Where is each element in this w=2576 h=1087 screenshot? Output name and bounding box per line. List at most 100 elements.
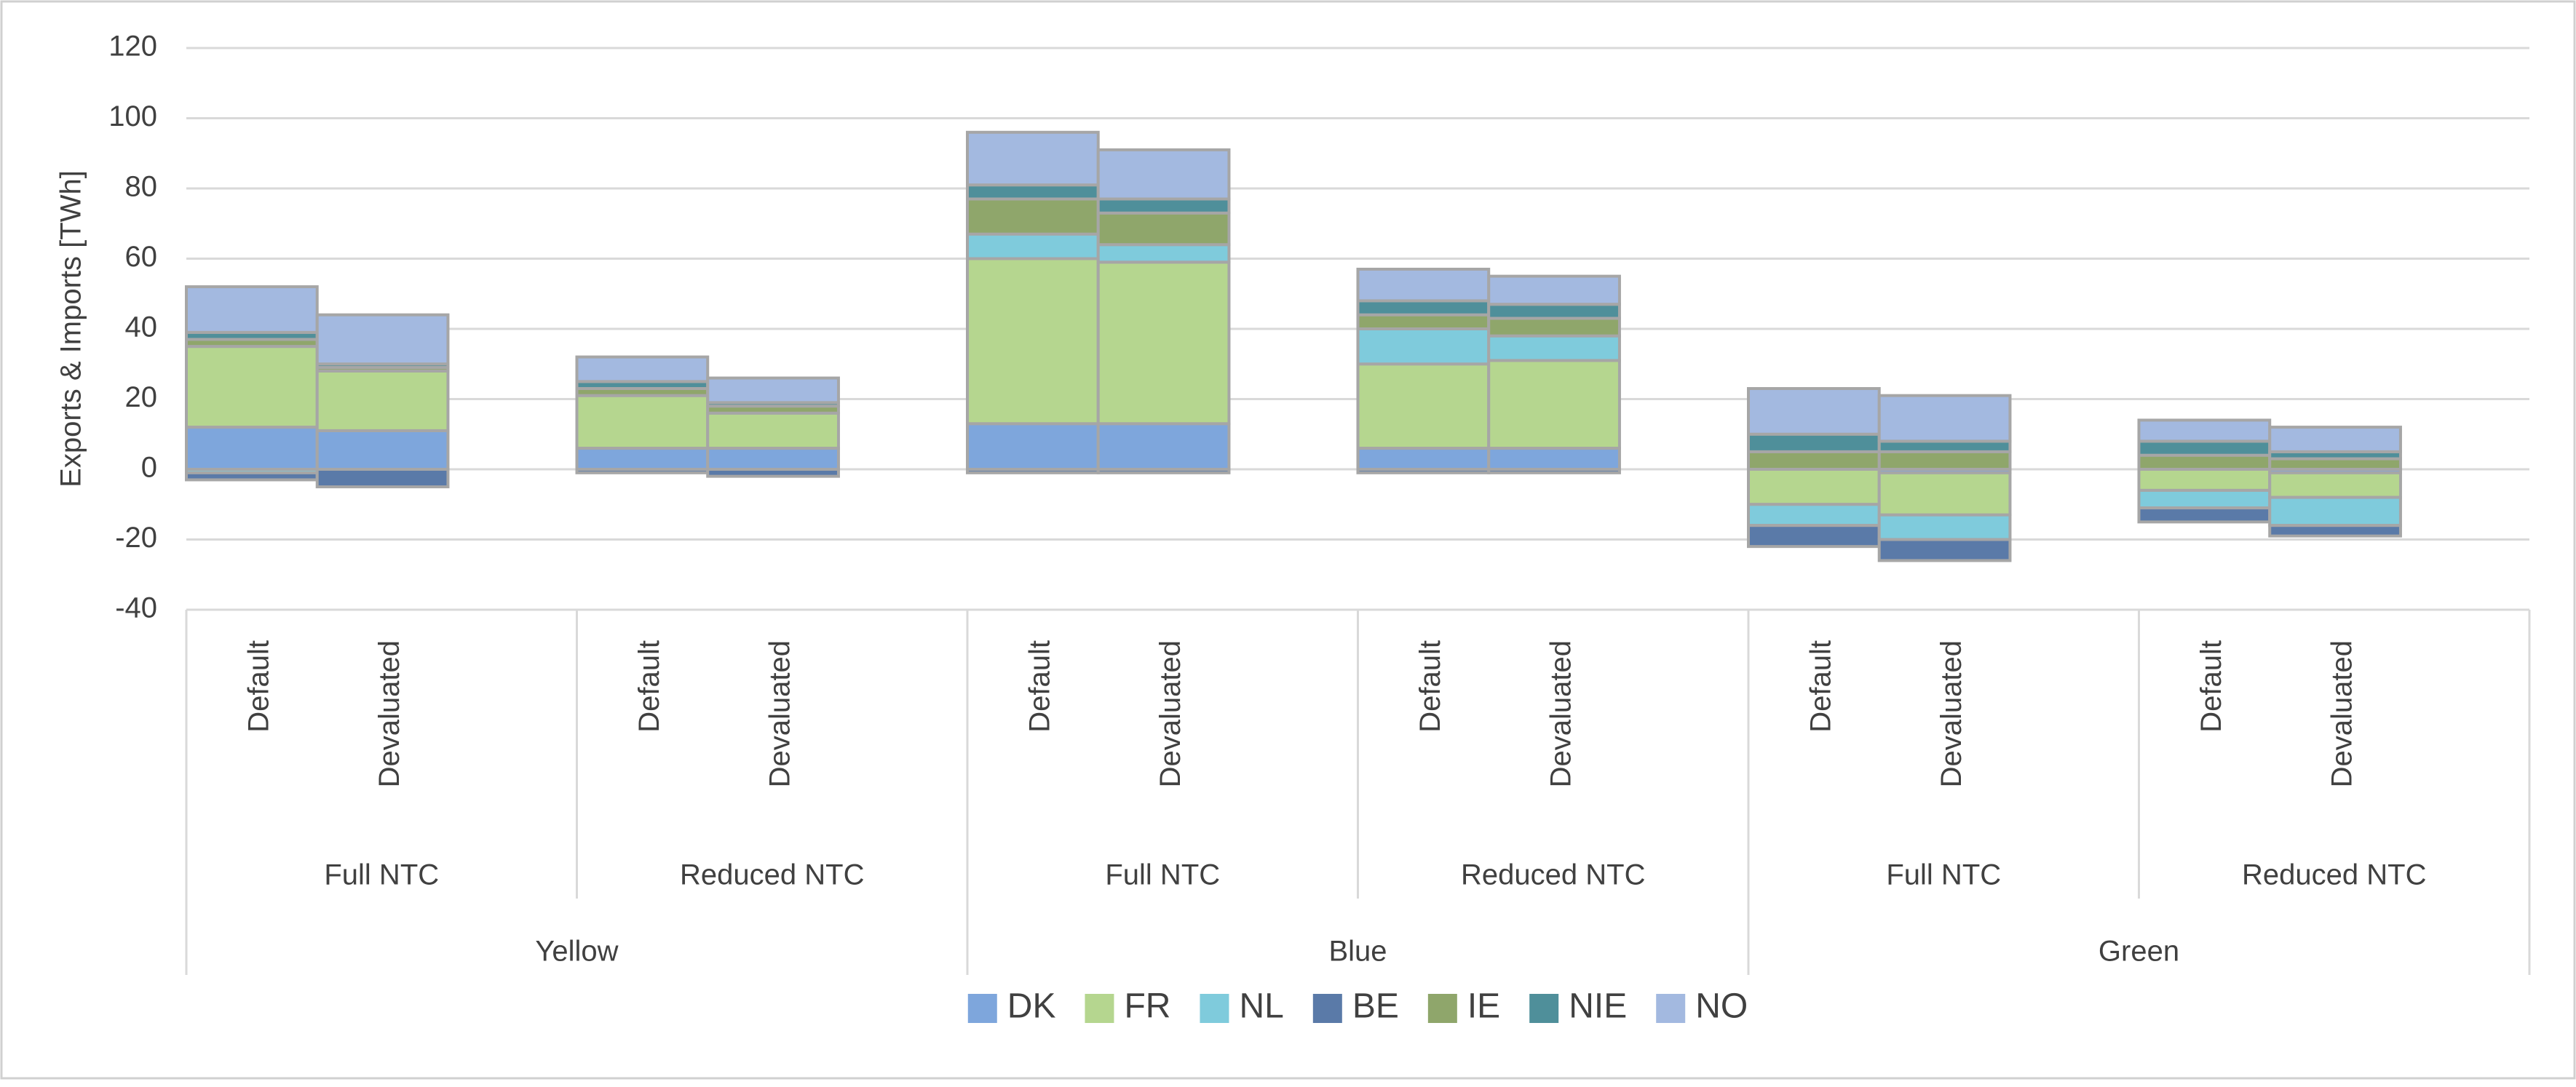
y-tick-label: 80 — [125, 171, 158, 203]
bar-segment — [1487, 359, 1621, 450]
category-label: Default — [1023, 640, 1055, 733]
bar-segment — [706, 468, 840, 478]
bar-segment — [315, 369, 450, 432]
bar-segment — [966, 257, 1100, 426]
category-label: Devaluated — [764, 640, 796, 787]
bar-segment — [1487, 303, 1621, 320]
bar-segment — [1356, 362, 1491, 450]
bar-segment — [1356, 327, 1491, 366]
bar-segment — [575, 447, 710, 471]
category-label: Default — [1414, 640, 1446, 733]
legend-swatch — [1656, 994, 1686, 1023]
bar-segment — [1096, 468, 1231, 474]
y-tick-label: 20 — [125, 381, 158, 413]
y-axis-label: Exports & Imports [TWh] — [55, 170, 87, 487]
bar-segment — [966, 130, 1100, 187]
bar-segment — [575, 468, 710, 474]
y-tick-label: 40 — [125, 311, 158, 343]
subgroup-label: Reduced NTC — [680, 859, 864, 891]
legend-label: NO — [1695, 987, 1748, 1026]
y-tick-label: -40 — [115, 592, 157, 624]
bar-segment — [2268, 524, 2402, 538]
bar-segment — [1877, 538, 2012, 562]
bar-segment — [315, 468, 450, 489]
bar-segment — [2137, 453, 2272, 471]
bar-segment — [1747, 450, 1881, 471]
legend-label: NL — [1239, 987, 1283, 1026]
legend-swatch — [1427, 994, 1457, 1023]
bar-segment — [2137, 506, 2272, 524]
bar-segment — [1747, 468, 1881, 506]
bar-segment — [706, 447, 840, 471]
subgroup-label: Full NTC — [1105, 859, 1220, 891]
bar-segment — [1877, 513, 2012, 541]
bar-segment — [966, 183, 1100, 201]
bar-segment — [1747, 503, 1881, 527]
group-label: Green — [2099, 936, 2179, 968]
category-label: Devaluated — [1935, 640, 1967, 787]
category-label: Default — [1804, 640, 1836, 733]
category-label: Devaluated — [1545, 640, 1577, 787]
bar-segment — [2268, 471, 2402, 499]
bar-segment — [1096, 148, 1231, 201]
subgroup-label: Reduced NTC — [1461, 859, 1645, 891]
bar-segment — [1487, 334, 1621, 362]
y-tick-label: 100 — [108, 100, 157, 132]
bar-segment — [2137, 418, 2272, 443]
bar-segment — [1877, 471, 2012, 517]
bar-segment — [1487, 316, 1621, 338]
bar-segment — [1096, 243, 1231, 264]
bar-segment — [1747, 387, 1881, 436]
legend-label: BE — [1352, 987, 1399, 1026]
subgroup-label: Full NTC — [1886, 859, 2001, 891]
bar-segment — [966, 468, 1100, 474]
bar-segment — [1356, 447, 1491, 471]
subgroup-label: Reduced NTC — [2242, 859, 2426, 891]
category-label: Default — [2195, 640, 2227, 733]
legend-swatch — [1200, 994, 1229, 1023]
bar-segment — [1096, 197, 1231, 215]
bar-segment — [315, 429, 450, 471]
bar-segment — [575, 394, 710, 450]
bar-segment — [1356, 313, 1491, 331]
bar-segment — [315, 313, 450, 366]
bar-segment — [1877, 439, 2012, 453]
bar-segment — [966, 422, 1100, 471]
bar-segment — [2268, 495, 2402, 527]
bar-segment — [706, 376, 840, 405]
legend-swatch — [1529, 994, 1559, 1023]
bar-segment — [185, 285, 319, 334]
bar-segment — [185, 345, 319, 429]
bar-segment — [706, 411, 840, 450]
legend-swatch — [1085, 994, 1114, 1023]
bar-segment — [2268, 457, 2402, 471]
bar-segment — [2137, 468, 2272, 492]
bar-segment — [1747, 524, 1881, 549]
bar-segment — [1096, 211, 1231, 247]
subgroup-label: Full NTC — [324, 859, 439, 891]
bar-segment — [2137, 488, 2272, 510]
bar-segment — [1356, 267, 1491, 303]
y-tick-label: 120 — [108, 31, 157, 63]
bar-segment — [1877, 394, 2012, 443]
category-label: Default — [633, 640, 665, 733]
legend-label: FR — [1124, 987, 1170, 1026]
y-tick-label: -20 — [115, 522, 157, 554]
bar-segment — [1487, 468, 1621, 474]
legend-label: NIE — [1569, 987, 1627, 1026]
bar-segment — [1096, 422, 1231, 471]
y-tick-label: 60 — [125, 241, 158, 273]
bar-segment — [1487, 274, 1621, 306]
group-label: Yellow — [535, 936, 618, 968]
category-label: Devaluated — [373, 640, 405, 787]
legend-swatch — [1312, 994, 1342, 1023]
bar-segment — [2137, 439, 2272, 457]
category-label: Devaluated — [2326, 640, 2358, 787]
legend-swatch — [967, 994, 997, 1023]
bar-segment — [1356, 299, 1491, 316]
bar-segment — [966, 197, 1100, 236]
legend-label: DK — [1007, 987, 1056, 1026]
bar-segment — [966, 232, 1100, 260]
bar-segment — [185, 426, 319, 471]
group-label: Blue — [1328, 936, 1387, 968]
